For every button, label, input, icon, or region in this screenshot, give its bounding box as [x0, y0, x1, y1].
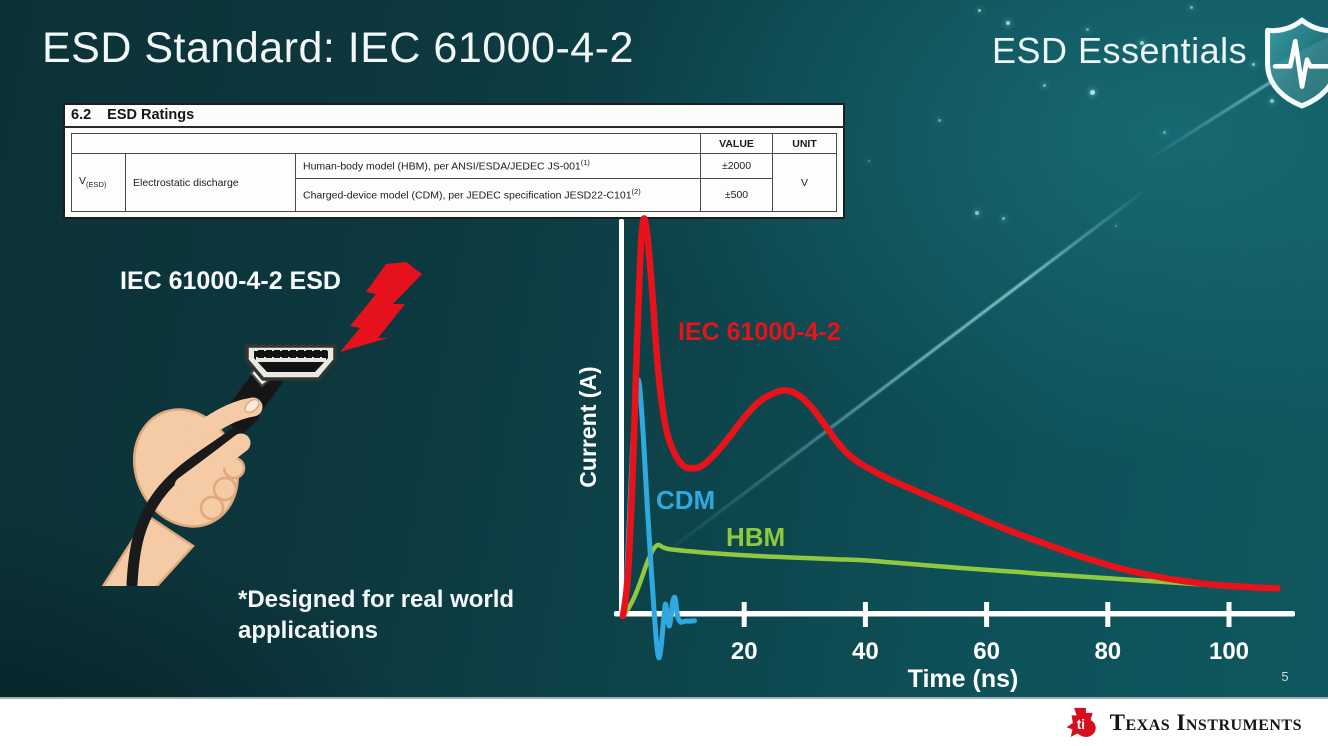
star-dot [868, 160, 870, 162]
page-title: ESD Standard: IEC 61000-4-2 [42, 24, 634, 72]
lightning-bolt-icon [340, 262, 422, 352]
column-header-value: VALUE [700, 133, 773, 154]
fingernail [244, 398, 260, 414]
x-tick-label: 60 [973, 638, 1000, 665]
x-axis-line [614, 611, 1295, 617]
cable [126, 410, 260, 586]
esd-ratings-table-panel: 6.2 ESD Ratings VALUE UNIT V(ESD) Electro… [63, 103, 845, 219]
heartbeat-pulse-icon [1272, 38, 1328, 89]
star-dot [1006, 21, 1010, 25]
x-tick-mark [741, 602, 747, 627]
x-tick-mark [1226, 602, 1232, 627]
table-section-heading: 6.2 ESD Ratings [63, 105, 845, 128]
parameter-name-cell: Electrostatic discharge [125, 153, 296, 212]
ti-monogram: ti [1076, 716, 1084, 731]
header-empty-cell [71, 133, 701, 154]
y-axis-line [619, 219, 624, 617]
esd-shield-icon [1265, 17, 1328, 109]
section-number: 6.2 [71, 107, 92, 123]
star-dot [1252, 63, 1255, 66]
esd-waveform-chart: 20 40 60 80 100 Current (A) Time (ns) IEC 61… [575, 215, 1295, 693]
star-dot [938, 119, 941, 122]
x-tick-label: 100 [1209, 638, 1249, 665]
illustration-label: IEC 61000-4-2 ESD [120, 267, 341, 295]
x-tick-mark [862, 602, 868, 627]
star-dot [1163, 131, 1166, 134]
x-tick-mark [1105, 602, 1111, 627]
star-dot [1270, 99, 1274, 103]
x-tick-label: 20 [731, 638, 758, 665]
series-label-hbm: HBM [726, 522, 785, 552]
section-title: ESD Ratings [107, 107, 195, 123]
ti-logo-icon: ti [1066, 707, 1096, 737]
y-axis-label: Current (A) [575, 366, 601, 487]
table-row-hbm-value: ±2000 [700, 153, 773, 179]
table-row-cdm-value: ±500 [700, 178, 773, 212]
esd-strike-illustration: IEC 61000-4-2 ESD [101, 262, 422, 586]
ratings-table: VALUE UNIT V(ESD) Electrostatic discharg… [71, 133, 837, 212]
designed-note: *Designed for real world applications [238, 586, 515, 645]
column-header-unit: UNIT [772, 133, 837, 154]
brand-wordmark: Texas Instruments [1109, 709, 1302, 735]
star-dot [1043, 84, 1046, 87]
series-brand-label: ESD Essentials [992, 30, 1248, 71]
hdmi-connector [245, 344, 337, 381]
star-dot [1086, 28, 1089, 31]
series-curve-hbm [620, 542, 1280, 619]
series-label-cdm: CDM [656, 485, 715, 515]
x-axis-ticks: 20 40 60 80 100 [731, 602, 1249, 665]
x-tick-label: 80 [1094, 638, 1121, 665]
chart-series [619, 215, 1281, 661]
page-number: 5 [1281, 669, 1289, 684]
series-label-iec: IEC 61000-4-2 [678, 318, 841, 346]
x-tick-mark [984, 602, 990, 627]
parameter-symbol-cell: V(ESD) [71, 153, 126, 212]
star-dot [978, 9, 981, 12]
unit-cell: V [772, 153, 837, 212]
star-dot [1115, 225, 1117, 227]
star-dot [1190, 6, 1193, 9]
x-axis-label: Time (ns) [908, 665, 1019, 693]
table-row-cdm-description: Charged-device model (CDM), per JEDEC sp… [295, 178, 701, 212]
star-dot [1140, 41, 1144, 45]
table-row-hbm-description: Human-body model (HBM), per ANSI/ESDA/JE… [295, 153, 701, 179]
x-tick-label: 40 [852, 638, 879, 665]
star-dot [1002, 217, 1005, 220]
star-dot [975, 211, 979, 215]
star-dot [1090, 90, 1095, 95]
star-dot [1222, 57, 1225, 60]
footer-bar: ti Texas Instruments [0, 697, 1328, 746]
series-curve-iec-61000-4-2 [619, 215, 1281, 620]
